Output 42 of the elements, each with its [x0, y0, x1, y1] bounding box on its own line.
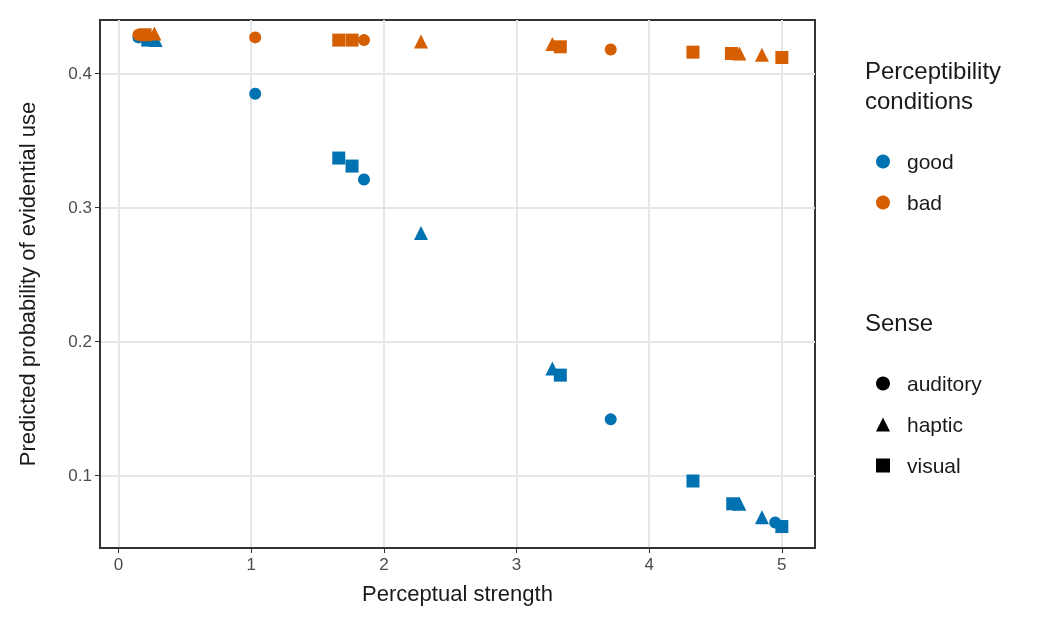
point	[686, 474, 700, 488]
point	[414, 226, 429, 241]
point	[357, 34, 370, 47]
y-tick-label: 0.2	[68, 332, 92, 352]
y-axis-title: Predicted probability of evidential use	[14, 101, 40, 467]
point	[553, 40, 567, 54]
legend-label: bad	[907, 191, 943, 214]
text: Sense	[865, 308, 934, 336]
point	[357, 173, 370, 186]
point	[724, 47, 738, 60]
text: Perceptibility conditions	[865, 56, 1002, 114]
y-tick-label: 0.4	[68, 64, 92, 84]
legend-label: visual	[907, 454, 961, 477]
point	[754, 510, 769, 525]
point	[775, 520, 789, 534]
x-axis-title: Perceptual strength	[362, 580, 553, 606]
point	[345, 159, 359, 173]
point	[604, 43, 617, 56]
x-tick-label: 0	[113, 555, 124, 574]
legend-label: good	[907, 150, 954, 173]
x-tick-label: 5	[777, 555, 787, 574]
legend-label: haptic	[907, 413, 964, 436]
point	[332, 151, 346, 165]
point	[249, 87, 262, 100]
point	[775, 51, 789, 65]
point	[345, 33, 359, 47]
x-tick-label: 4	[644, 555, 654, 574]
point	[754, 47, 769, 62]
point	[138, 28, 152, 42]
legend-label: auditory	[907, 372, 983, 395]
point	[686, 45, 700, 59]
y-tick-label: 0.1	[68, 466, 92, 486]
point	[553, 368, 567, 382]
y-tick-label: 0.3	[68, 198, 92, 218]
point	[604, 413, 617, 426]
point	[332, 33, 346, 47]
point	[726, 497, 740, 511]
point	[414, 34, 429, 49]
x-tick-label: 3	[511, 555, 522, 574]
point	[249, 31, 262, 44]
x-tick-label: 2	[379, 555, 389, 574]
x-tick-label: 1	[246, 555, 256, 574]
